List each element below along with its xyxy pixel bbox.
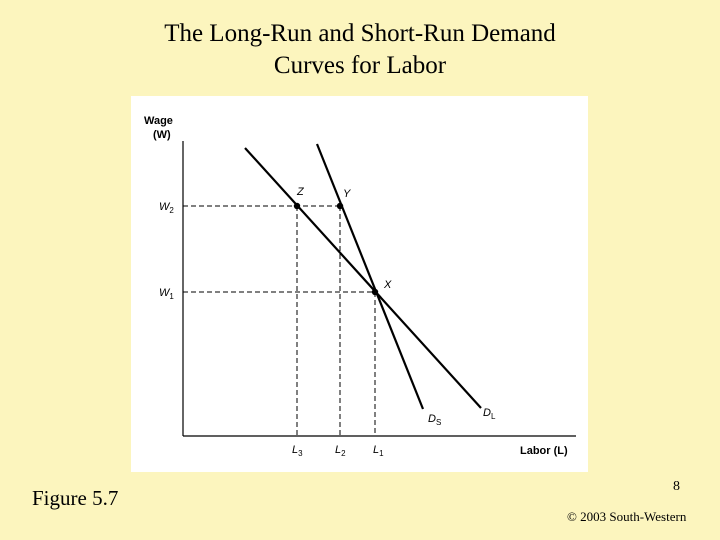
slide-title: The Long-Run and Short-Run Demand Curves… bbox=[0, 18, 720, 82]
guide-lines bbox=[183, 205, 376, 436]
y-axis-symbol: (W) bbox=[153, 129, 171, 141]
short-run-demand-curve bbox=[315, 143, 425, 410]
point-y-label: Y bbox=[343, 188, 351, 200]
diagram-canvas: Wage (W) Labor (L) Z Y X W2 W1 L3 L2 L1 … bbox=[144, 115, 576, 458]
w1-label: W1 bbox=[159, 287, 174, 301]
x-axis-label: Labor (L) bbox=[520, 445, 568, 457]
y-axis-label: Wage bbox=[144, 115, 173, 127]
figure-label: Figure 5.7 bbox=[32, 486, 119, 510]
copyright-notice: © 2003 South-Western bbox=[567, 509, 687, 524]
l1-label: L1 bbox=[373, 444, 384, 458]
l2-label: L2 bbox=[335, 444, 346, 458]
point-x bbox=[371, 288, 379, 296]
slide-title-line-1: The Long-Run and Short-Run Demand bbox=[164, 20, 556, 47]
short-run-curve-label: DS bbox=[428, 413, 441, 427]
page-number: 8 bbox=[673, 479, 680, 494]
labor-demand-diagram: Wage (W) Labor (L) Z Y X W2 W1 L3 L2 L1 … bbox=[131, 96, 588, 472]
point-y bbox=[336, 202, 344, 210]
point-x-label: X bbox=[383, 279, 392, 291]
point-z-label: Z bbox=[296, 186, 305, 198]
slide-title-line-2: Curves for Labor bbox=[273, 52, 447, 79]
long-run-demand-curve bbox=[244, 147, 482, 409]
w2-label: W2 bbox=[159, 201, 174, 215]
point-z bbox=[293, 202, 301, 210]
l3-label: L3 bbox=[292, 444, 303, 458]
long-run-curve-label: DL bbox=[483, 407, 496, 421]
